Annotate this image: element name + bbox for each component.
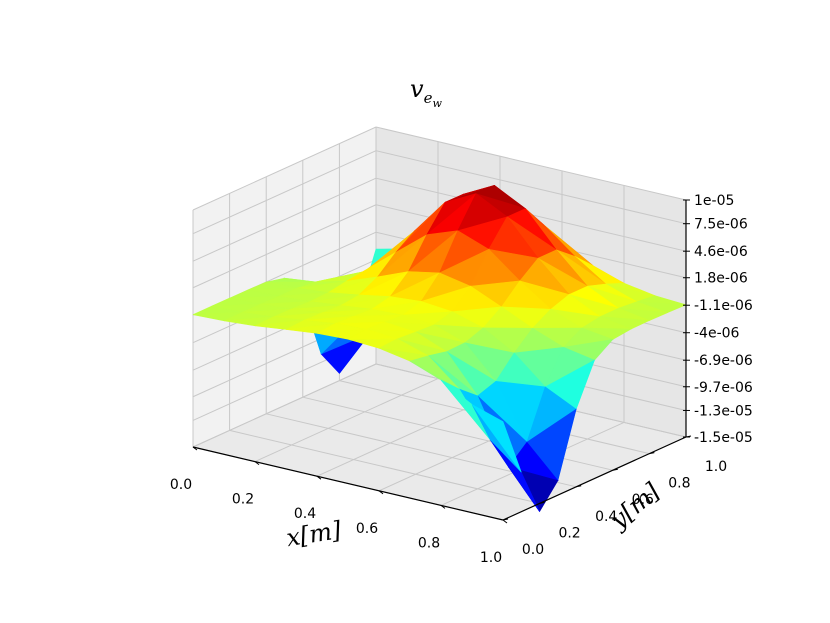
floor-pane <box>193 364 686 520</box>
x-axis-line <box>192 446 504 521</box>
grid-line <box>192 363 377 448</box>
y-tick-label: 0.8 <box>668 476 690 492</box>
y-tick-mark <box>502 518 509 521</box>
x-tick-label: 0.8 <box>418 535 440 551</box>
x-tick-label: 0.4 <box>294 506 316 522</box>
x-tick-label: 0.2 <box>232 492 254 508</box>
y-axis-ticks: 0.0 0.2 0.4 0.6 0.8 1.0 <box>502 435 727 558</box>
z-tick-label: 1.8e-06 <box>694 271 748 287</box>
y-tick-mark <box>612 468 618 471</box>
grid-line <box>192 204 377 289</box>
x-axis-ticks: 0.0 0.2 0.4 0.6 0.8 1.0 <box>170 446 508 566</box>
y-tick-label: 0.6 <box>632 492 654 508</box>
x-tick-mark <box>502 519 508 524</box>
x-tick-mark <box>316 475 322 480</box>
surface-facet <box>471 404 522 473</box>
x-tick-label: 0.0 <box>170 477 192 493</box>
z-tick-label: 4.6e-06 <box>694 244 748 260</box>
x-tick-label: 1.0 <box>480 550 502 566</box>
grid-line <box>254 378 439 463</box>
x-tick-mark <box>440 504 446 509</box>
y-tick-mark <box>649 452 655 455</box>
grid-line <box>192 150 377 235</box>
z-tick-label: -4e-06 <box>694 326 740 342</box>
x-tick-mark <box>254 461 260 466</box>
chart-title: vew <box>410 75 442 110</box>
z-tick-label: -6.9e-06 <box>694 353 753 369</box>
x-tick-mark <box>192 446 198 451</box>
x-tick-label: 0.6 <box>356 521 378 537</box>
grid-line <box>375 150 687 225</box>
grid-line <box>192 126 377 211</box>
y-tick-label: 0.2 <box>558 525 580 541</box>
y-tick-label: 0.0 <box>522 542 544 558</box>
y-tick-label: 1.0 <box>705 459 727 475</box>
y-axis-title: y[m] <box>604 477 665 535</box>
axis-lines <box>192 200 687 521</box>
z-axis-ticks: -1.5e-05 -1.3e-05 -9.7e-06 -6.9e-06 -4e-06 -1… <box>683 193 753 446</box>
z-tick-label: 7.5e-06 <box>694 217 748 233</box>
grid-line <box>229 429 540 504</box>
z-tick-label: -1.3e-05 <box>694 403 753 419</box>
z-tick-label: -1.1e-06 <box>694 298 753 314</box>
grid-line <box>192 177 377 262</box>
y-axis-line <box>502 436 687 521</box>
y-tick-label: 0.4 <box>595 509 617 525</box>
grid-line <box>375 126 687 201</box>
z-tick-label: 1e-05 <box>694 193 734 209</box>
z-tick-label: -1.5e-05 <box>694 430 753 446</box>
surface-mesh <box>192 185 687 513</box>
y-tick-mark <box>539 501 545 504</box>
y-tick-mark <box>576 485 582 488</box>
z-tick-label: -9.7e-06 <box>694 380 753 396</box>
x-tick-mark <box>378 490 384 495</box>
